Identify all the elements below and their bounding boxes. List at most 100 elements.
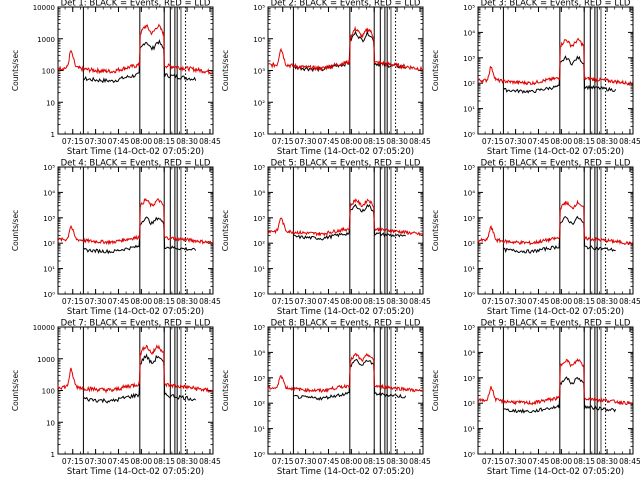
x-tick-label: 08:30 bbox=[176, 137, 198, 146]
x-axis-label: Start Time (14-Oct-02 07:05:20) bbox=[487, 307, 624, 317]
series-line-1 bbox=[57, 344, 213, 394]
x-tick-label: 07:15 bbox=[272, 297, 294, 306]
x-tick-label: 08:00 bbox=[551, 297, 573, 306]
x-tick-label: 07:30 bbox=[85, 137, 107, 146]
panel-4: Det 4: BLACK = Events, RED = LLD Start Ti… bbox=[11, 159, 221, 318]
x-tick-label: 08:30 bbox=[386, 297, 408, 306]
y-axis-label: Counts/sec bbox=[431, 370, 440, 411]
x-tick-label: 08:30 bbox=[596, 457, 618, 466]
x-tick-label: 08:00 bbox=[131, 137, 153, 146]
y-tick-label: 10⁴ bbox=[253, 189, 265, 197]
y-tick-label: 100 bbox=[42, 68, 55, 76]
x-tick-label: 07:45 bbox=[528, 297, 550, 306]
x-tick-label: 07:30 bbox=[295, 137, 317, 146]
y-axis-label: Counts/sec bbox=[431, 50, 440, 91]
series-line-1 bbox=[477, 357, 633, 406]
series-line-1 bbox=[267, 198, 423, 237]
y-tick-label: 10000 bbox=[33, 324, 55, 332]
x-tick-label: 08:30 bbox=[176, 457, 198, 466]
x-tick-label: 08:15 bbox=[573, 457, 595, 466]
x-axis-label: Start Time (14-Oct-02 07:05:20) bbox=[67, 147, 204, 157]
x-tick-label: 07:15 bbox=[62, 137, 84, 146]
x-tick-label: 07:15 bbox=[482, 297, 504, 306]
y-tick-label: 10² bbox=[253, 240, 265, 248]
x-tick-label: 07:15 bbox=[482, 457, 504, 466]
x-tick-label: 08:00 bbox=[551, 457, 573, 466]
y-axis-label: Counts/sec bbox=[11, 50, 20, 91]
y-tick-label: 10⁵ bbox=[253, 4, 265, 12]
x-tick-label: 07:45 bbox=[108, 297, 130, 306]
y-tick-label: 10¹ bbox=[463, 106, 475, 114]
x-axis-label: Start Time (14-Oct-02 07:05:20) bbox=[277, 147, 414, 157]
panel-8: Det 8: BLACK = Events, RED = LLD Start Ti… bbox=[221, 319, 431, 478]
x-tick-label: 08:30 bbox=[176, 297, 198, 306]
x-tick-label: 07:45 bbox=[318, 457, 340, 466]
x-tick-label: 08:15 bbox=[153, 297, 175, 306]
y-tick-label: 10³ bbox=[463, 55, 475, 63]
y-tick-label: 10¹ bbox=[463, 266, 475, 274]
y-tick-label: 10⁵ bbox=[43, 164, 55, 172]
y-tick-label: 100 bbox=[42, 388, 55, 396]
x-tick-label: 07:15 bbox=[272, 137, 294, 146]
panel-title: Det 7: BLACK = Events, RED = LLD bbox=[61, 319, 211, 329]
plot-frame bbox=[57, 326, 214, 455]
x-tick-label: 07:45 bbox=[318, 297, 340, 306]
y-tick-label: 10³ bbox=[253, 215, 265, 223]
y-tick-label: 10⁰ bbox=[253, 291, 265, 299]
x-tick-label: 08:15 bbox=[363, 297, 385, 306]
panel-title: Det 3: BLACK = Events, RED = LLD bbox=[481, 0, 631, 9]
x-tick-label: 08:00 bbox=[341, 137, 363, 146]
panel-title: Det 4: BLACK = Events, RED = LLD bbox=[61, 159, 211, 169]
x-tick-label: 07:15 bbox=[482, 137, 504, 146]
x-tick-label: 08:00 bbox=[551, 137, 573, 146]
panel-title: Det 5: BLACK = Events, RED = LLD bbox=[271, 159, 421, 169]
x-tick-label: 08:15 bbox=[363, 137, 385, 146]
x-tick-label: 07:30 bbox=[505, 457, 527, 466]
x-tick-label: 08:00 bbox=[131, 297, 153, 306]
series-line-1 bbox=[57, 198, 213, 246]
x-tick-label: 07:15 bbox=[62, 297, 84, 306]
x-tick-label: 07:30 bbox=[85, 457, 107, 466]
x-tick-label: 07:30 bbox=[295, 297, 317, 306]
x-tick-label: 08:45 bbox=[199, 457, 221, 466]
x-axis-label: Start Time (14-Oct-02 07:05:20) bbox=[67, 307, 204, 317]
y-tick-label: 10⁰ bbox=[253, 451, 265, 459]
plot-frame bbox=[57, 166, 214, 295]
x-tick-label: 07:45 bbox=[318, 137, 340, 146]
x-axis-label: Start Time (14-Oct-02 07:05:20) bbox=[277, 467, 414, 477]
panel-3: Det 3: BLACK = Events, RED = LLD Start Ti… bbox=[431, 0, 640, 157]
y-axis-label: Counts/sec bbox=[431, 210, 440, 251]
y-tick-label: 10⁴ bbox=[463, 349, 475, 357]
y-tick-label: 10³ bbox=[253, 375, 265, 383]
y-axis-label: Counts/sec bbox=[11, 370, 20, 411]
x-tick-label: 08:45 bbox=[409, 297, 431, 306]
series-line-1 bbox=[477, 199, 633, 246]
y-tick-label: 10⁴ bbox=[43, 189, 55, 197]
y-tick-label: 10⁰ bbox=[463, 291, 475, 299]
y-tick-label: 10⁰ bbox=[43, 291, 55, 299]
panel-title: Det 6: BLACK = Events, RED = LLD bbox=[481, 159, 631, 169]
y-axis-label: Counts/sec bbox=[221, 210, 230, 251]
y-tick-label: 1000 bbox=[37, 356, 55, 364]
x-tick-label: 08:00 bbox=[131, 457, 153, 466]
plot-frame bbox=[267, 6, 424, 135]
panel-title: Det 9: BLACK = Events, RED = LLD bbox=[481, 319, 631, 329]
x-tick-label: 08:45 bbox=[619, 297, 640, 306]
y-tick-label: 10⁵ bbox=[253, 324, 265, 332]
x-axis-label: Start Time (14-Oct-02 07:05:20) bbox=[67, 467, 204, 477]
y-tick-label: 10² bbox=[253, 400, 265, 408]
y-tick-label: 10² bbox=[463, 240, 475, 248]
x-tick-label: 08:45 bbox=[199, 297, 221, 306]
y-tick-label: 10⁵ bbox=[463, 324, 475, 332]
y-axis-label: Counts/sec bbox=[221, 370, 230, 411]
y-tick-label: 10² bbox=[253, 99, 265, 107]
x-tick-label: 07:15 bbox=[272, 457, 294, 466]
x-tick-label: 08:45 bbox=[619, 137, 640, 146]
y-tick-label: 1000 bbox=[37, 36, 55, 44]
series-line-1 bbox=[57, 23, 213, 75]
x-tick-label: 08:45 bbox=[409, 137, 431, 146]
x-tick-label: 08:00 bbox=[341, 457, 363, 466]
y-tick-label: 10000 bbox=[33, 4, 55, 12]
y-tick-label: 1 bbox=[51, 451, 55, 459]
